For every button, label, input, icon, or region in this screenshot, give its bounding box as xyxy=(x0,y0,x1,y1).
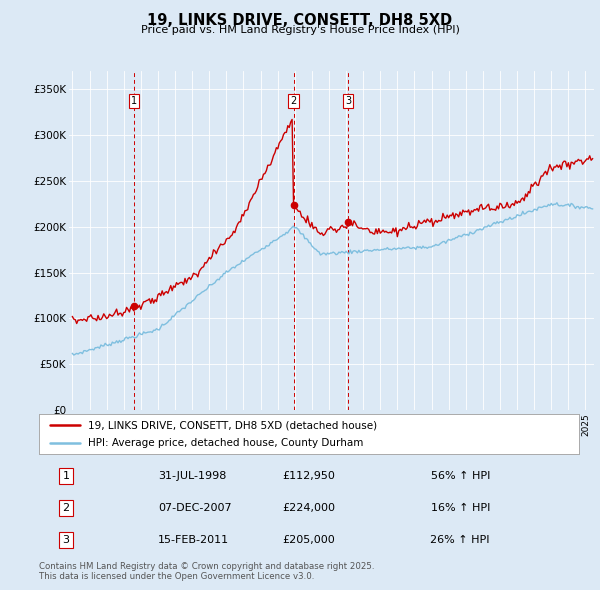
Text: HPI: Average price, detached house, County Durham: HPI: Average price, detached house, Coun… xyxy=(88,438,363,448)
Text: 3: 3 xyxy=(345,96,351,106)
Text: 26% ↑ HPI: 26% ↑ HPI xyxy=(430,535,490,545)
Text: 56% ↑ HPI: 56% ↑ HPI xyxy=(431,471,490,481)
Text: 15-FEB-2011: 15-FEB-2011 xyxy=(158,535,229,545)
Text: 07-DEC-2007: 07-DEC-2007 xyxy=(158,503,232,513)
Text: 3: 3 xyxy=(62,535,70,545)
Text: 1: 1 xyxy=(131,96,137,106)
Text: £205,000: £205,000 xyxy=(283,535,335,545)
Text: Price paid vs. HM Land Registry's House Price Index (HPI): Price paid vs. HM Land Registry's House … xyxy=(140,25,460,35)
Text: 31-JUL-1998: 31-JUL-1998 xyxy=(158,471,226,481)
Text: 19, LINKS DRIVE, CONSETT, DH8 5XD (detached house): 19, LINKS DRIVE, CONSETT, DH8 5XD (detac… xyxy=(88,420,377,430)
Text: 2: 2 xyxy=(62,503,70,513)
Text: 1: 1 xyxy=(62,471,70,481)
Text: £112,950: £112,950 xyxy=(283,471,335,481)
Text: 16% ↑ HPI: 16% ↑ HPI xyxy=(431,503,490,513)
Text: £224,000: £224,000 xyxy=(283,503,335,513)
Text: Contains HM Land Registry data © Crown copyright and database right 2025.: Contains HM Land Registry data © Crown c… xyxy=(39,562,374,571)
Text: 2: 2 xyxy=(290,96,296,106)
Text: 19, LINKS DRIVE, CONSETT, DH8 5XD: 19, LINKS DRIVE, CONSETT, DH8 5XD xyxy=(148,13,452,28)
Text: This data is licensed under the Open Government Licence v3.0.: This data is licensed under the Open Gov… xyxy=(39,572,314,581)
